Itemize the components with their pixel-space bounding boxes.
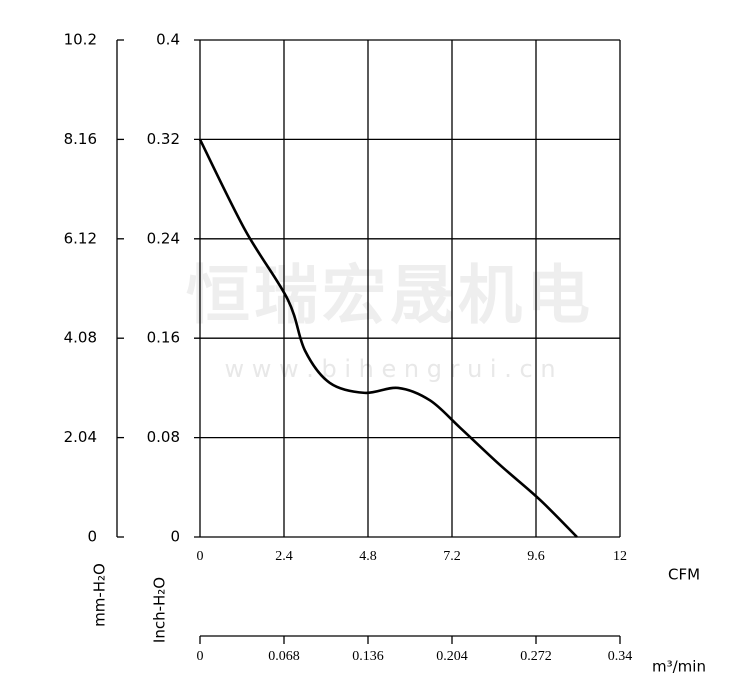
x2-tick-label: 0.204: [436, 649, 468, 664]
x-tick-label: 7.2: [443, 549, 461, 564]
watermark-url: w w w . b i h e n g r u i . c n: [224, 355, 555, 383]
y-tick-label: 0.24: [147, 229, 180, 247]
x2-tick-label: 0.136: [352, 649, 384, 664]
y2-axis-label: mm-H₂O: [91, 563, 109, 627]
y-tick-label: 0.4: [156, 31, 180, 49]
y2-tick-label: 2.04: [64, 428, 97, 446]
watermark: 恒瑞宏晟机电: [186, 260, 594, 334]
y2-tick-label: 6.12: [64, 229, 97, 247]
y2-tick-label: 10.2: [64, 31, 97, 49]
x-tick-label: 0: [197, 549, 204, 564]
y-tick-label: 0.32: [147, 130, 180, 148]
x-tick-label: 2.4: [275, 549, 293, 564]
y-tick-label: 0: [170, 528, 180, 546]
x2-tick-label: 0.272: [520, 649, 552, 664]
x2-tick-label: 0: [197, 649, 204, 664]
y-axis-label: Inch-H₂O: [151, 577, 169, 643]
x2-tick-label: 0.34: [608, 649, 633, 664]
x-tick-label: 12: [613, 549, 627, 564]
x2-tick-label: 0.068: [268, 649, 300, 664]
y-tick-label: 0.08: [147, 428, 180, 446]
y2-tick-label: 8.16: [64, 130, 97, 148]
x-tick-label: 9.6: [527, 549, 545, 564]
x-axis-label: CFM: [668, 566, 700, 584]
x2-axis-label: m³/min: [652, 658, 706, 676]
curve: [198, 138, 578, 538]
y2-tick-label: 4.08: [64, 329, 97, 347]
y2-tick-label: 0: [87, 528, 97, 546]
y-tick-label: 0.16: [147, 329, 180, 347]
x-tick-label: 4.8: [359, 549, 377, 564]
